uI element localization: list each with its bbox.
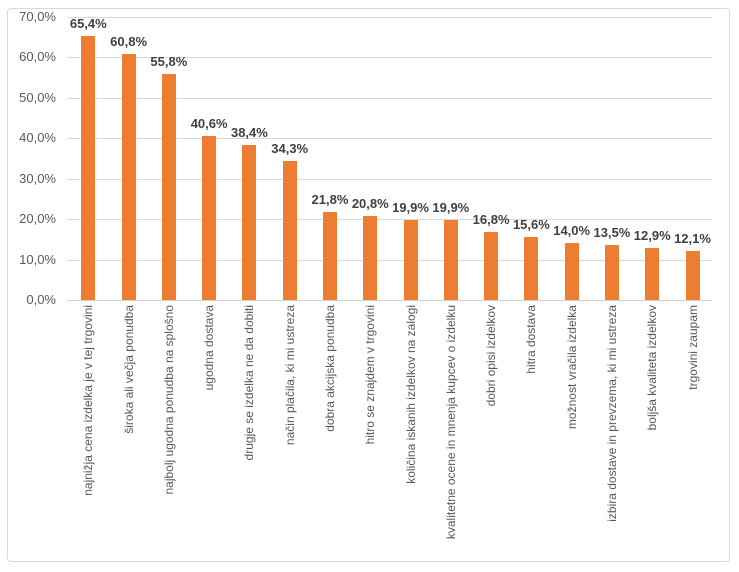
bar: [202, 135, 217, 300]
x-axis-category-label: hitro se znajdem v trgovini: [350, 305, 390, 557]
y-axis-tick-label: 60,0%: [19, 49, 56, 65]
x-axis-category-label: široka ali večja ponudba: [109, 305, 149, 557]
y-axis-tick-label: 50,0%: [19, 89, 56, 105]
x-axis-category-label: kvalitetne ocene in mnenja kupcev o izde…: [431, 305, 471, 557]
bar-value-label: 55,8%: [150, 54, 188, 70]
x-axis-category-label-text: kvalitetne ocene in mnenja kupcev o izde…: [443, 305, 458, 540]
bar: [645, 247, 660, 300]
bar-value-label: 38,4%: [230, 124, 268, 140]
x-axis-category-label-text: količina iskanih izdelkov na zalogi: [403, 305, 418, 484]
x-axis-category-label: najbolj ugodna ponudba na splošno: [149, 305, 189, 557]
bar: [524, 236, 539, 300]
x-axis-category-label: najnižja cena izdelka je v tej trgovini: [68, 305, 108, 557]
x-axis-category-label-text: najbolj ugodna ponudba na splošno: [161, 305, 176, 495]
bar: [121, 54, 136, 300]
x-axis-category-label: boljša kvaliteta izdelkov: [632, 305, 672, 557]
x-axis-category-label-text: dobra akcijska ponudba: [322, 305, 337, 432]
gridline: [67, 97, 712, 99]
bar: [282, 161, 297, 300]
x-axis-category-label: možnost vračila izdelka: [552, 305, 592, 557]
x-axis-category-label-text: hitra dostava: [523, 305, 538, 374]
x-axis-category-label: dobri opisi izdelkov: [471, 305, 511, 557]
y-axis-tick-label: 30,0%: [19, 170, 56, 186]
y-axis-tick-label: 40,0%: [19, 130, 56, 146]
bar-value-label: 19,9%: [392, 199, 429, 215]
bar-value-label: 13,5%: [593, 225, 631, 241]
x-axis-category-label-text: možnost vračila izdelka: [564, 305, 579, 430]
bar-value-label: 65,4%: [69, 15, 107, 31]
gridline: [67, 178, 712, 180]
bar-value-label: 19,9%: [432, 199, 470, 215]
y-axis-tick-label: 70,0%: [19, 9, 56, 24]
x-axis-category-label-text: široka ali večja ponudba: [121, 305, 136, 434]
bar-value-label: 12,1%: [674, 231, 711, 247]
x-axis-category-label-text: boljša kvaliteta izdelkov: [644, 305, 659, 431]
bar: [564, 243, 579, 300]
bar: [322, 211, 337, 300]
bar: [484, 232, 499, 300]
bar: [81, 35, 96, 300]
x-axis-category-label: hitra dostava: [511, 305, 551, 557]
bar-value-label: 12,9%: [633, 227, 671, 243]
x-axis-category-label: količina iskanih izdelkov na zalogi: [391, 305, 431, 557]
bar-value-label: 16,8%: [472, 212, 510, 228]
bar: [161, 74, 176, 300]
x-axis-category-label: dobra akcijska ponudba: [310, 305, 350, 557]
x-axis-category-label-text: izbira dostave in prevzema, ki mi ustrez…: [604, 305, 619, 522]
x-axis-category-label-text: dobri opisi izdelkov: [483, 305, 498, 407]
bar-value-label: 15,6%: [512, 216, 550, 232]
x-axis-category-label-text: ugodna dostava: [201, 305, 216, 391]
gridline: [67, 138, 712, 140]
bar: [363, 215, 378, 300]
y-axis-tick-label: 0,0%: [26, 292, 56, 307]
x-axis-category-label-text: hitro se znajdem v trgovini: [362, 305, 377, 445]
bar: [685, 251, 700, 300]
y-axis-tick-label: 20,0%: [19, 211, 56, 227]
bar-value-label: 20,8%: [351, 195, 389, 211]
bar: [443, 219, 458, 300]
bar-value-label: 40,6%: [190, 115, 228, 131]
x-axis-category-label: drugje se izdelka ne da dobiti: [229, 305, 269, 557]
gridline: [67, 219, 712, 221]
x-axis-category-label: trgovini zaupam: [673, 305, 713, 557]
x-axis-category-label-text: trgovini zaupam: [685, 305, 699, 390]
bar: [403, 219, 418, 300]
x-axis-category-label: način plačila, ki mi ustreza: [270, 305, 310, 557]
bar-value-label: 60,8%: [110, 34, 148, 50]
x-axis-line: [67, 300, 712, 301]
gridline: [67, 259, 712, 261]
x-axis-category-label-text: najnižja cena izdelka je v tej trgovini: [80, 305, 95, 496]
bar: [242, 144, 257, 300]
x-axis-category-label-text: način plačila, ki mi ustreza: [282, 305, 297, 446]
bar-value-label: 21,8%: [311, 191, 349, 207]
y-axis-tick-label: 10,0%: [19, 251, 56, 267]
x-axis-category-label-text: drugje se izdelka ne da dobiti: [241, 305, 256, 461]
x-axis-category-label: ugodna dostava: [189, 305, 229, 557]
bar-value-label: 34,3%: [271, 141, 309, 157]
gridline: [67, 57, 712, 59]
x-axis-category-label: izbira dostave in prevzema, ki mi ustrez…: [592, 305, 632, 557]
bar-value-label: 14,0%: [553, 223, 591, 239]
bar: [604, 245, 619, 300]
gridline: [67, 17, 712, 18]
